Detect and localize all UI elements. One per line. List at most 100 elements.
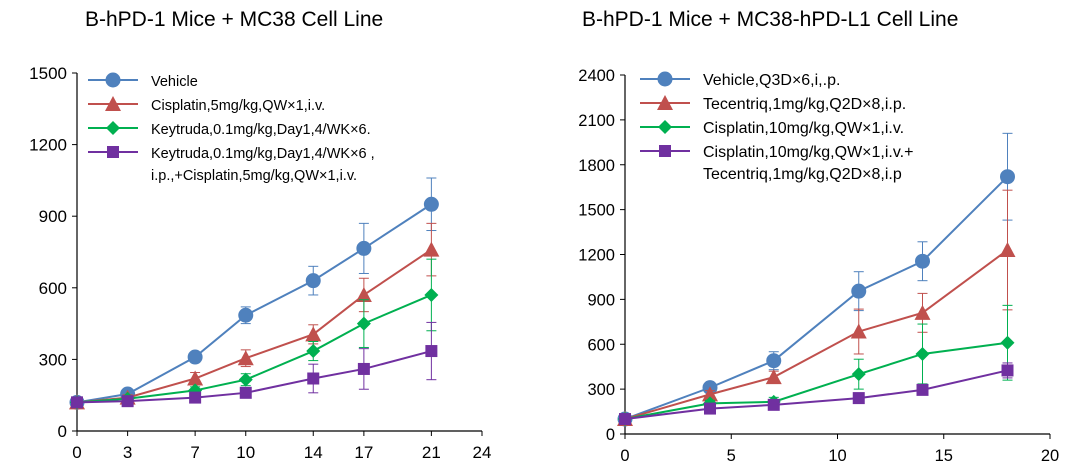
data-point [765, 369, 782, 385]
y-tick-label: 2400 [578, 67, 615, 85]
y-tick-label: 2100 [578, 112, 615, 130]
series-line [624, 369, 1008, 421]
y-tick-label: 300 [39, 350, 67, 369]
data-point [852, 392, 865, 405]
data-point [239, 386, 252, 399]
y-tick-label: 300 [587, 381, 615, 399]
y-tick-label: 1200 [29, 136, 67, 155]
data-point [307, 372, 320, 385]
chart-plot-right: 0 300 600 900 1200 1500 1800 2100 2400 0 5 10 15 20 Ve… [578, 67, 1059, 465]
data-point [850, 323, 867, 339]
data-point [71, 396, 83, 409]
series-2 [617, 189, 1016, 427]
legend-marker [105, 72, 121, 88]
data-point [423, 196, 439, 212]
data-point [238, 372, 253, 387]
legend-marker [658, 120, 672, 134]
data-point [851, 367, 866, 382]
y-tick-label: 1800 [578, 157, 615, 175]
data-point [766, 353, 782, 369]
series-1 [69, 177, 439, 410]
x-tick-label: 15 [935, 447, 953, 465]
x-tick-label: 0 [72, 443, 81, 462]
series-line [76, 248, 432, 404]
chart-plot-left: 0 300 600 900 1200 1500 0 3 7 10 14 17 21 24 Vehicle Ci… [29, 64, 492, 462]
data-point [187, 349, 203, 365]
legend-item: Tecentriq,1mg/kg,Q2D×8,i.p. [640, 95, 906, 113]
chart-title: B-hPD-1 Mice + MC38 Cell Line [85, 8, 384, 31]
x-tick-label: 7 [190, 443, 199, 462]
y-tick-label: 600 [39, 279, 67, 298]
legend-label: Keytruda,0.1mg/kg,Day1,4/WK×6. [151, 122, 371, 138]
legend-label: Cisplatin,10mg/kg,QW×1,i.v.+ [703, 144, 913, 161]
data-point [425, 345, 438, 358]
data-point [189, 391, 202, 404]
data-point [187, 370, 204, 386]
data-point [121, 395, 134, 408]
data-point [1000, 169, 1015, 185]
data-point [357, 362, 370, 375]
data-point [915, 346, 930, 361]
x-tick-label: 10 [236, 443, 255, 462]
chart-title: B-hPD-1 Mice + MC38-hPD-L1 Cell Line [582, 8, 959, 31]
series-line [76, 203, 432, 404]
legend-item: Keytruda,0.1mg/kg,Day1,4/WK×6 , i.p.,+Cis… [88, 146, 375, 184]
x-tick-label: 17 [354, 443, 373, 462]
legend-marker [105, 96, 121, 111]
x-tick-label: 24 [473, 443, 492, 462]
data-point [305, 326, 322, 342]
legend-label: Cisplatin,5mg/kg,QW×1,i.v. [151, 98, 325, 114]
y-tick-label: 900 [39, 207, 67, 226]
legend-marker [659, 145, 671, 157]
legend-marker [657, 95, 673, 110]
x-tick-label: 20 [1041, 447, 1059, 465]
series-3 [618, 304, 1015, 427]
data-point [915, 253, 930, 269]
x-tick-label: 14 [304, 443, 323, 462]
x-tick-label: 10 [828, 447, 846, 465]
series-2 [69, 222, 440, 410]
legend-item: Vehicle [88, 72, 198, 90]
series-line [624, 249, 1009, 421]
chart-panel-right: B-hPD-1 Mice + MC38-hPD-L1 Cell Line 0 30… [540, 0, 1080, 476]
data-point [702, 386, 718, 402]
legend-marker [657, 71, 673, 87]
y-tick-label: 1200 [578, 247, 615, 265]
legend-item: Vehicle,Q3D×6,i,.p. [640, 71, 840, 89]
x-tick-label: 5 [727, 447, 736, 465]
y-tick-label: 1500 [578, 202, 615, 220]
data-point [237, 350, 254, 366]
series-line [624, 341, 1008, 421]
legend-label: Keytruda,0.1mg/kg,Day1,4/WK×6 , [151, 146, 375, 162]
legend-label: Vehicle,Q3D×6,i,.p. [703, 72, 840, 89]
data-point [914, 304, 931, 320]
data-point [1000, 335, 1015, 350]
data-point [424, 287, 439, 302]
y-tick-label: 1500 [29, 64, 67, 83]
data-point [355, 286, 372, 302]
series-line [624, 176, 1009, 420]
data-point [306, 344, 321, 359]
legend-item: Cisplatin,5mg/kg,QW×1,i.v. [88, 96, 325, 114]
data-point [851, 283, 867, 299]
data-point [767, 398, 780, 411]
data-point [704, 402, 716, 415]
data-point [619, 413, 631, 426]
y-tick-label: 900 [587, 291, 615, 309]
legend-label: Cisplatin,10mg/kg,QW×1,i.v. [703, 120, 904, 137]
legend-marker [107, 146, 119, 158]
chart-panel-left: B-hPD-1 Mice + MC38 Cell Line 0 300 600 900… [29, 8, 492, 462]
legend-marker [106, 121, 120, 135]
legend-label: i.p.,+Cisplatin,5mg/kg,QW×1,i.v. [151, 168, 357, 184]
x-tick-label: 0 [620, 447, 629, 465]
data-point [916, 383, 929, 396]
y-tick-label: 0 [606, 426, 615, 444]
legend-item: Cisplatin,10mg/kg,QW×1,i.v.+ Tecentriq,1m… [640, 144, 913, 183]
data-point [238, 307, 254, 323]
data-point [356, 240, 372, 256]
legend-item: Cisplatin,10mg/kg,QW×1,i.v. [640, 120, 904, 137]
y-tick-label: 600 [587, 336, 615, 354]
data-point [305, 273, 321, 289]
data-point [1001, 364, 1014, 377]
x-tick-label: 21 [422, 443, 441, 462]
